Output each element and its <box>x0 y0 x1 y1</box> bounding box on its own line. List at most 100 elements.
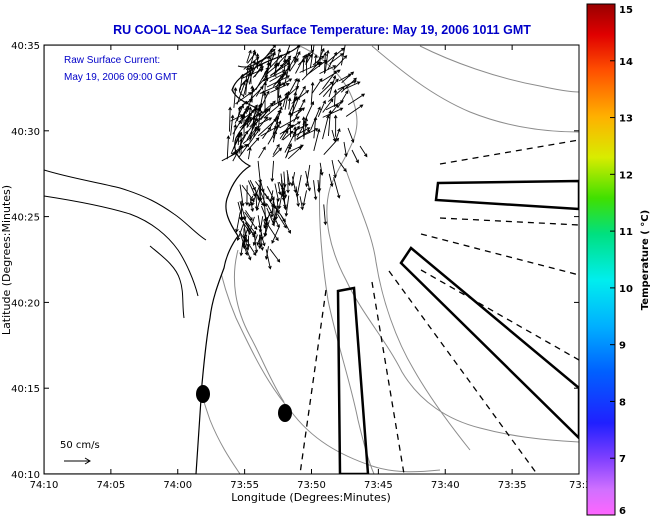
current-vector <box>282 195 288 211</box>
current-vector <box>293 45 301 63</box>
current-vector <box>314 54 318 68</box>
current-vector <box>302 101 315 125</box>
current-vector <box>309 45 316 68</box>
zone-channel <box>336 286 370 474</box>
current-vector <box>284 130 297 153</box>
station-dot-east <box>278 404 292 422</box>
colorbar-tick-label: 14 <box>619 57 633 68</box>
surface-current-vectors <box>221 45 368 270</box>
current-vector <box>238 138 243 154</box>
current-vector <box>245 66 250 81</box>
current-vector <box>279 78 293 87</box>
current-vector <box>289 57 299 72</box>
current-vector <box>230 131 241 155</box>
current-vector <box>256 234 262 246</box>
colorbar-tick-label: 8 <box>619 397 626 408</box>
colorbar-tick-label: 9 <box>619 341 626 352</box>
current-vector <box>301 58 306 73</box>
current-vector <box>310 81 315 105</box>
current-vector <box>248 195 254 207</box>
current-vector <box>345 104 364 117</box>
station-dot-west <box>196 385 210 403</box>
current-vector <box>318 81 334 96</box>
current-vector <box>299 85 306 97</box>
current-vector <box>262 126 272 139</box>
x-tick-label: 73:55 <box>230 480 259 491</box>
current-vector <box>285 145 292 158</box>
current-vector <box>311 78 323 94</box>
current-vector <box>275 48 282 65</box>
current-vector <box>266 207 275 227</box>
current-vector <box>249 118 259 128</box>
current-vector <box>283 58 288 72</box>
current-vector <box>359 145 368 158</box>
current-vector <box>310 106 321 131</box>
current-vector <box>303 117 309 140</box>
current-vector <box>304 164 311 188</box>
current-vector <box>327 109 333 136</box>
current-vector <box>251 185 260 207</box>
current-label: Raw Surface Current: <box>64 55 160 66</box>
scale-arrow <box>64 457 91 465</box>
x-tick-label: 73:3 <box>569 480 591 491</box>
current-vector <box>279 123 291 140</box>
y-axis-label: Latitude (Degrees:Minutes) <box>0 185 13 335</box>
current-vector <box>329 53 344 64</box>
current-vector <box>347 127 355 144</box>
colorbar-ticks: 15 14 13 12 11 10 9 8 7 6 <box>610 3 633 517</box>
current-vector <box>246 235 251 248</box>
current-vector <box>271 225 281 244</box>
current-vector <box>337 80 357 90</box>
current-vector <box>233 87 238 108</box>
current-vector <box>331 129 337 143</box>
current-vector <box>270 160 275 183</box>
current-vector <box>272 147 283 158</box>
current-vector <box>239 73 244 90</box>
current-vector <box>263 102 283 119</box>
current-vector <box>313 128 321 151</box>
current-vector <box>252 66 264 78</box>
current-vector <box>272 198 277 210</box>
current-vector <box>287 97 292 110</box>
current-vector <box>242 114 246 137</box>
current-vector <box>254 108 271 126</box>
current-vector <box>243 240 252 261</box>
current-vector <box>277 182 282 196</box>
colorbar-tick-label: 7 <box>619 454 626 465</box>
current-vector <box>236 81 246 105</box>
current-vector <box>263 54 283 75</box>
current-vector <box>278 181 286 195</box>
y-tick-label: 40:30 <box>11 127 40 138</box>
current-vector <box>272 143 280 155</box>
x-tick-label: 73:50 <box>297 480 326 491</box>
y-tick-label: 40:20 <box>11 298 40 309</box>
current-vector <box>351 149 359 164</box>
current-vector <box>228 106 232 132</box>
current-vector <box>322 70 337 90</box>
zone-southeast <box>399 246 579 440</box>
current-vector <box>262 69 286 82</box>
current-vector <box>266 186 275 201</box>
current-vector <box>319 65 337 75</box>
current-vector <box>324 49 330 73</box>
current-vector <box>266 223 279 242</box>
current-vector <box>341 71 355 84</box>
current-vector <box>322 98 334 113</box>
current-vector <box>255 199 261 212</box>
colorbar-tick-label: 10 <box>619 284 633 295</box>
current-vector <box>302 190 307 207</box>
chart-title: RU COOL NOAA–12 Sea Surface Temperature:… <box>113 23 531 37</box>
zone-northeast <box>434 179 579 211</box>
current-vector <box>293 78 301 103</box>
current-vector <box>244 211 258 231</box>
contour-mid <box>299 45 579 443</box>
current-vector <box>317 99 326 118</box>
current-vector <box>317 179 321 193</box>
current-vector <box>272 74 284 87</box>
current-vector <box>245 210 253 222</box>
current-vector <box>260 45 277 64</box>
current-vector <box>321 69 341 82</box>
current-vector <box>244 109 255 122</box>
current-vector <box>289 108 303 116</box>
